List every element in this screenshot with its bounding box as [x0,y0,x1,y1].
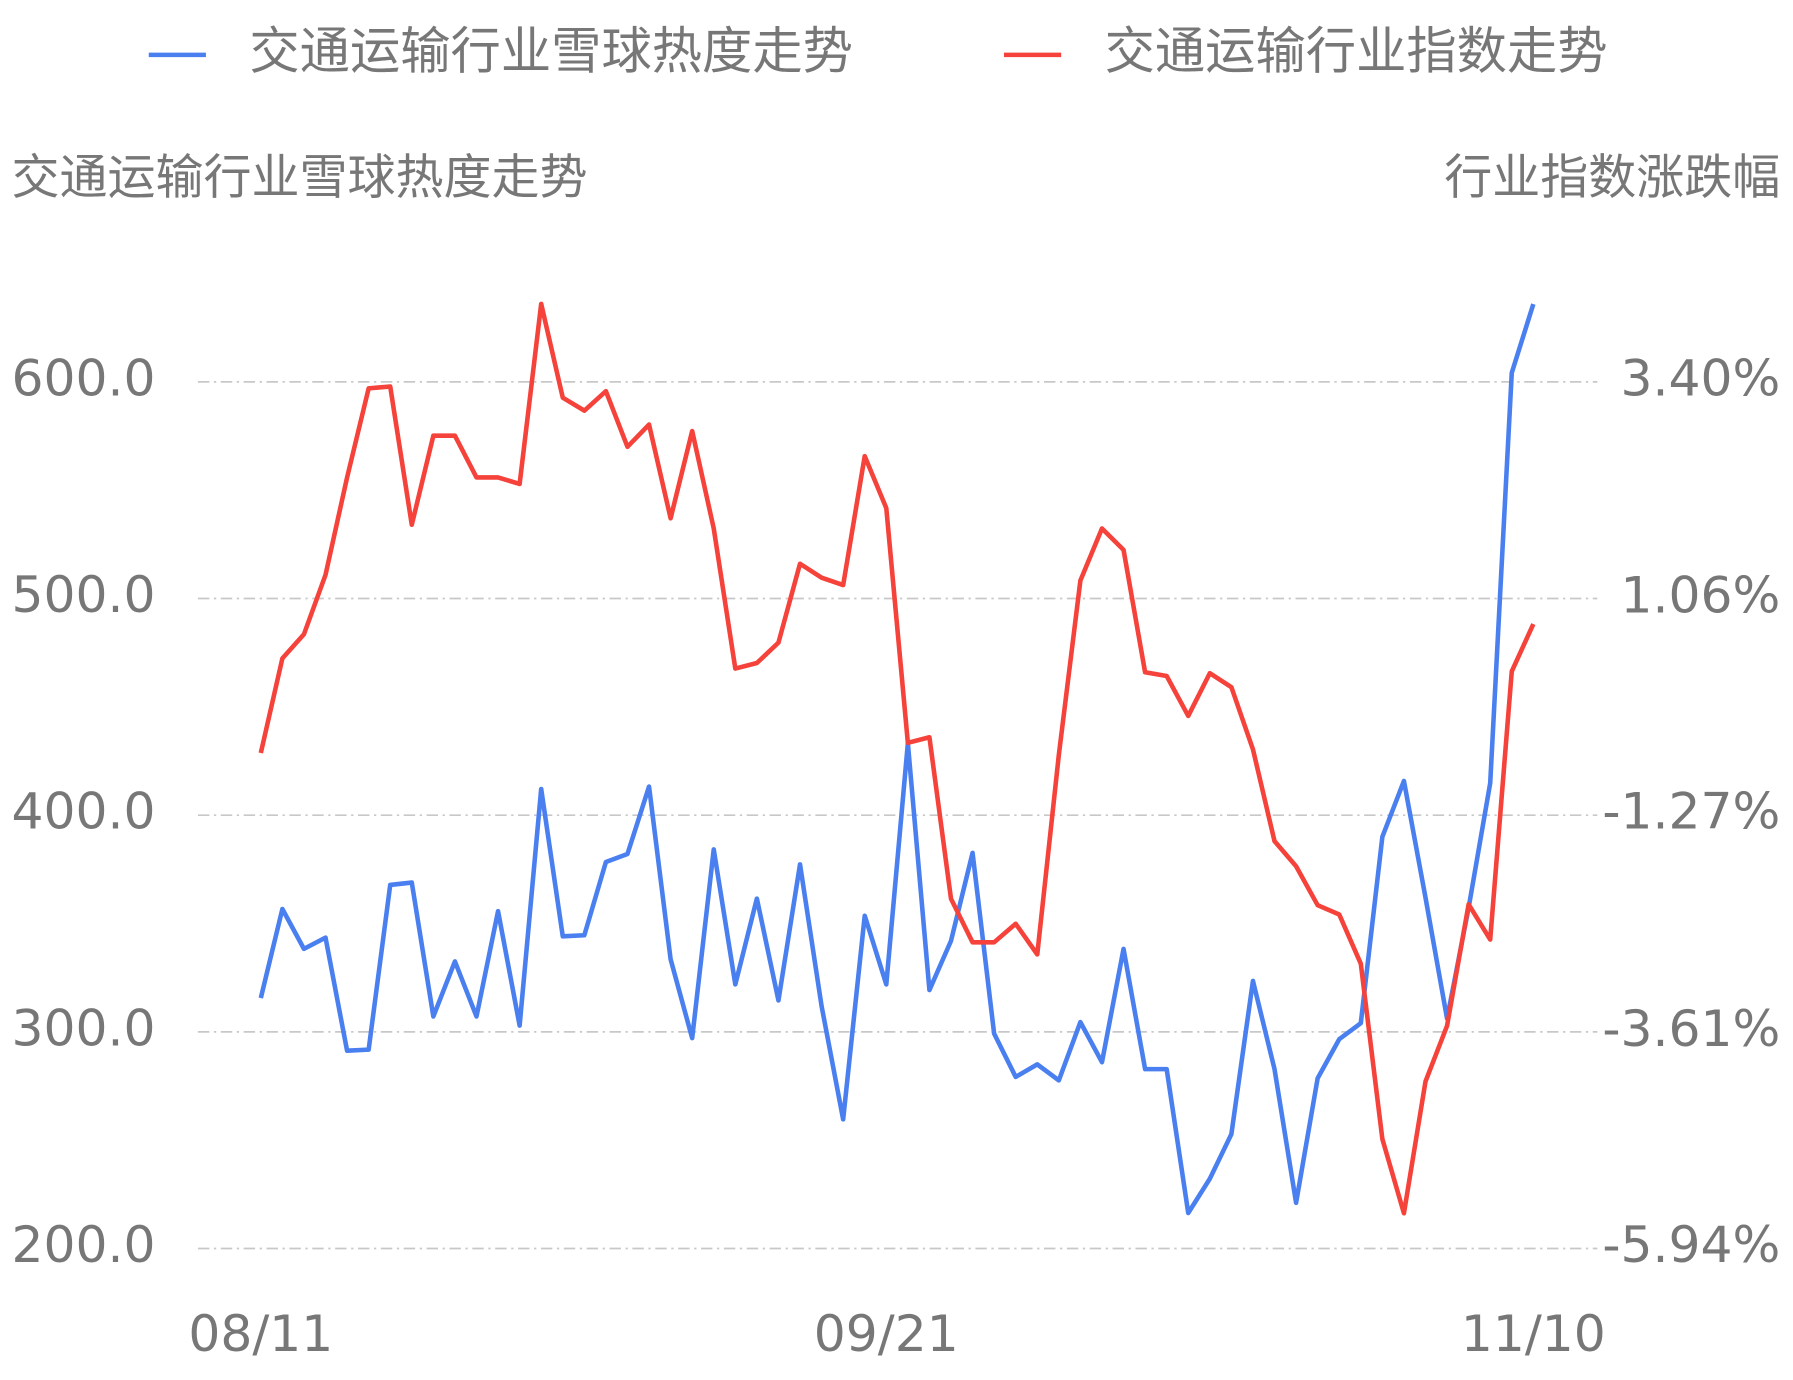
legend-label: 交通运输行业雪球热度走势 [249,21,853,80]
line-series [258,303,1536,1216]
y-tick-label: 600.0 [12,348,156,407]
y-tick-label: 400.0 [12,782,156,841]
y2-tick-label: 1.06% [1621,565,1781,624]
y2-tick-label: -5.94% [1602,1215,1780,1274]
y2-tick-label: -3.61% [1602,999,1780,1058]
y2-axis-title: 行业指数涨跌幅 [1444,150,1780,206]
y-tick-label: 500.0 [12,565,156,624]
x-tick-label: 09/21 [814,1304,959,1363]
y2-tick-label: 3.40% [1621,348,1781,407]
y-axis-title: 交通运输行业雪球热度走势 [12,150,588,206]
x-tick-label: 08/11 [188,1304,333,1363]
y2-tick-label: -1.27% [1602,782,1780,841]
y-tick-label: 300.0 [12,998,156,1057]
legend-label: 交通运输行业指数走势 [1105,21,1608,80]
y-tick-label: 200.0 [12,1215,156,1274]
x-tick-label: 11/10 [1461,1304,1606,1363]
line-series [258,301,1536,1216]
